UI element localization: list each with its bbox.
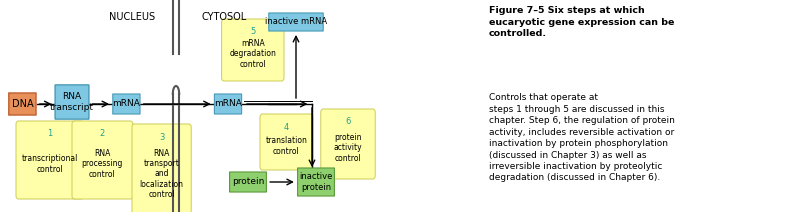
FancyBboxPatch shape (16, 121, 83, 199)
FancyBboxPatch shape (321, 109, 375, 179)
FancyBboxPatch shape (269, 13, 323, 31)
Text: CYTOSOL: CYTOSOL (202, 12, 246, 22)
Text: 4: 4 (284, 123, 289, 131)
Text: mRNA: mRNA (113, 99, 140, 109)
FancyBboxPatch shape (55, 85, 89, 119)
Text: 3: 3 (159, 132, 164, 141)
Text: RNA
transport
and
localization
control: RNA transport and localization control (140, 149, 184, 199)
Text: transcriptional
control: transcriptional control (22, 154, 78, 174)
Text: RNA
processing
control: RNA processing control (82, 149, 123, 179)
Text: protein
activity
control: protein activity control (334, 133, 362, 163)
Text: protein: protein (232, 177, 264, 187)
FancyBboxPatch shape (132, 124, 191, 212)
FancyBboxPatch shape (230, 172, 266, 192)
Text: mRNA: mRNA (214, 99, 242, 109)
Text: translation
control: translation control (266, 136, 307, 156)
Text: NUCLEUS: NUCLEUS (109, 12, 155, 22)
Text: mRNA
degradation
control: mRNA degradation control (230, 39, 276, 69)
Text: inactive mRNA: inactive mRNA (265, 18, 327, 26)
FancyBboxPatch shape (260, 114, 313, 170)
FancyBboxPatch shape (214, 94, 242, 114)
FancyBboxPatch shape (222, 19, 284, 81)
FancyBboxPatch shape (9, 93, 36, 115)
FancyBboxPatch shape (298, 168, 334, 196)
Text: DNA: DNA (11, 99, 34, 109)
FancyBboxPatch shape (55, 85, 89, 119)
Text: RNA
transcript: RNA transcript (50, 92, 94, 112)
Text: Controls that operate at
steps 1 through 5 are discussed in this
chapter. Step 6: Controls that operate at steps 1 through… (489, 93, 675, 183)
Text: 5: 5 (250, 28, 255, 36)
Text: Figure 7–5 Six steps at which
eucaryotic gene expression can be
controlled.: Figure 7–5 Six steps at which eucaryotic… (489, 6, 674, 38)
FancyBboxPatch shape (113, 94, 140, 114)
FancyBboxPatch shape (72, 121, 133, 199)
Text: 2: 2 (100, 130, 105, 138)
Text: 6: 6 (346, 117, 350, 127)
Text: inactive
protein: inactive protein (299, 172, 333, 192)
Text: 1: 1 (47, 130, 52, 138)
